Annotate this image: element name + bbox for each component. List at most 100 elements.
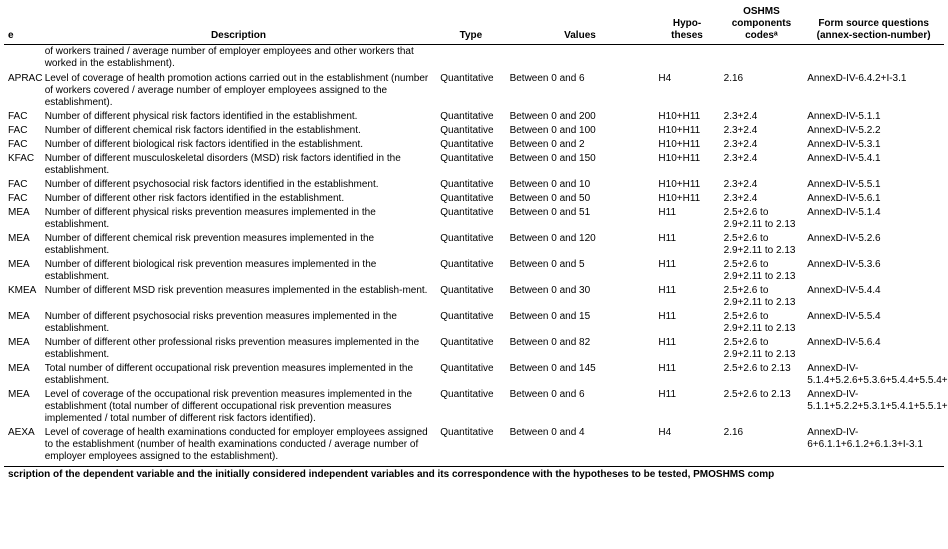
cell-values: Between 0 and 2 <box>506 138 655 152</box>
cell-oshms: 2.5+2.6 to 2.9+2.11 to 2.13 <box>720 206 804 232</box>
cell-description: Number of different psychosocial risks p… <box>41 310 437 336</box>
cell-code: MEA <box>4 362 41 388</box>
cell-values: Between 0 and 120 <box>506 232 655 258</box>
table-row: MEATotal number of different occupationa… <box>4 362 944 388</box>
cell-oshms: 2.5+2.6 to 2.9+2.11 to 2.13 <box>720 232 804 258</box>
table-row: MEANumber of different psychosocial risk… <box>4 310 944 336</box>
cell-values: Between 0 and 6 <box>506 72 655 110</box>
cell-type: Quantitative <box>436 152 505 178</box>
cell-type: Quantitative <box>436 426 505 464</box>
cell-oshms: 2.5+2.6 to 2.9+2.11 to 2.13 <box>720 310 804 336</box>
table-row: APRACLevel of coverage of health promoti… <box>4 72 944 110</box>
cell-type <box>436 45 505 73</box>
cell-hypotheses: H10+H11 <box>654 110 719 124</box>
cell-type: Quantitative <box>436 138 505 152</box>
cell-description: Number of different biological risk fact… <box>41 138 437 152</box>
cell-form: AnnexD-IV-5.5.4 <box>803 310 944 336</box>
cell-type: Quantitative <box>436 258 505 284</box>
cell-code: KFAC <box>4 152 41 178</box>
table-row: MEALevel of coverage of the occupational… <box>4 388 944 426</box>
cell-hypotheses: H4 <box>654 426 719 464</box>
cell-description: Level of coverage of health promotion ac… <box>41 72 437 110</box>
cell-oshms: 2.3+2.4 <box>720 178 804 192</box>
table-caption: scription of the dependent variable and … <box>4 466 944 483</box>
cell-description: Number of different biological risk prev… <box>41 258 437 284</box>
cell-hypotheses: H11 <box>654 388 719 426</box>
table-row: MEANumber of different physical risks pr… <box>4 206 944 232</box>
cell-form: AnnexD-IV-5.5.1 <box>803 178 944 192</box>
cell-values: Between 0 and 200 <box>506 110 655 124</box>
cell-oshms: 2.3+2.4 <box>720 110 804 124</box>
cell-description: Total number of different occupational r… <box>41 362 437 388</box>
cell-description: Number of different other professional r… <box>41 336 437 362</box>
cell-type: Quantitative <box>436 310 505 336</box>
cell-description: of workers trained / average number of e… <box>41 45 437 73</box>
cell-oshms: 2.3+2.4 <box>720 192 804 206</box>
cell-code: FAC <box>4 192 41 206</box>
cell-hypotheses: H11 <box>654 336 719 362</box>
cell-hypotheses: H11 <box>654 258 719 284</box>
cell-hypotheses: H11 <box>654 362 719 388</box>
cell-description: Number of different MSD risk prevention … <box>41 284 437 310</box>
cell-hypotheses: H10+H11 <box>654 124 719 138</box>
cell-hypotheses: H10+H11 <box>654 138 719 152</box>
cell-oshms: 2.16 <box>720 426 804 464</box>
cell-form: AnnexD-IV-5.3.6 <box>803 258 944 284</box>
cell-form: AnnexD-IV-5.1.1+5.2.2+5.3.1+5.4.1+5.5.1+… <box>803 388 944 426</box>
cell-hypotheses: H11 <box>654 232 719 258</box>
table-row: AEXALevel of coverage of health examinat… <box>4 426 944 464</box>
cell-code: MEA <box>4 388 41 426</box>
header-form: Form source questions (annex-section-num… <box>803 4 944 45</box>
cell-type: Quantitative <box>436 178 505 192</box>
cell-code: AEXA <box>4 426 41 464</box>
cell-hypotheses: H10+H11 <box>654 152 719 178</box>
cell-oshms: 2.5+2.6 to 2.9+2.11 to 2.13 <box>720 258 804 284</box>
cell-hypotheses: H11 <box>654 310 719 336</box>
cell-code: MEA <box>4 336 41 362</box>
cell-hypotheses <box>654 45 719 73</box>
table-row: MEANumber of different biological risk p… <box>4 258 944 284</box>
cell-form: AnnexD-IV-5.1.4+5.2.6+5.3.6+5.4.4+5.5.4+… <box>803 362 944 388</box>
cell-form: AnnexD-IV-5.2.2 <box>803 124 944 138</box>
cell-oshms: 2.5+2.6 to 2.9+2.11 to 2.13 <box>720 336 804 362</box>
header-code: e <box>4 4 41 45</box>
table-body: of workers trained / average number of e… <box>4 45 944 465</box>
cell-code: MEA <box>4 310 41 336</box>
cell-hypotheses: H11 <box>654 206 719 232</box>
cell-type: Quantitative <box>436 232 505 258</box>
table-row: KFACNumber of different musculoskeletal … <box>4 152 944 178</box>
cell-type: Quantitative <box>436 336 505 362</box>
cell-values: Between 0 and 30 <box>506 284 655 310</box>
cell-oshms: 2.3+2.4 <box>720 138 804 152</box>
cell-code: FAC <box>4 110 41 124</box>
cell-type: Quantitative <box>436 206 505 232</box>
cell-code: MEA <box>4 206 41 232</box>
cell-oshms: 2.3+2.4 <box>720 124 804 138</box>
cell-form: AnnexD-IV-5.6.4 <box>803 336 944 362</box>
cell-form: AnnexD-IV-5.3.1 <box>803 138 944 152</box>
cell-type: Quantitative <box>436 192 505 206</box>
cell-form: AnnexD-IV-5.2.6 <box>803 232 944 258</box>
cell-code: APRAC <box>4 72 41 110</box>
cell-values: Between 0 and 6 <box>506 388 655 426</box>
cell-code: MEA <box>4 258 41 284</box>
cell-code: MEA <box>4 232 41 258</box>
cell-oshms: 2.16 <box>720 72 804 110</box>
table-row: FACNumber of different psychosocial risk… <box>4 178 944 192</box>
cell-hypotheses: H10+H11 <box>654 178 719 192</box>
cell-description: Level of coverage of the occupational ri… <box>41 388 437 426</box>
cell-form <box>803 45 944 73</box>
variables-table: e Description Type Values Hypo- theses O… <box>4 4 944 464</box>
cell-oshms: 2.5+2.6 to 2.9+2.11 to 2.13 <box>720 284 804 310</box>
cell-values: Between 0 and 5 <box>506 258 655 284</box>
cell-description: Number of different chemical risk factor… <box>41 124 437 138</box>
cell-values: Between 0 and 150 <box>506 152 655 178</box>
cell-values: Between 0 and 51 <box>506 206 655 232</box>
cell-type: Quantitative <box>436 124 505 138</box>
cell-type: Quantitative <box>436 388 505 426</box>
table-row: FACNumber of different chemical risk fac… <box>4 124 944 138</box>
cell-type: Quantitative <box>436 72 505 110</box>
cell-values: Between 0 and 82 <box>506 336 655 362</box>
cell-form: AnnexD-IV-5.1.4 <box>803 206 944 232</box>
cell-type: Quantitative <box>436 362 505 388</box>
